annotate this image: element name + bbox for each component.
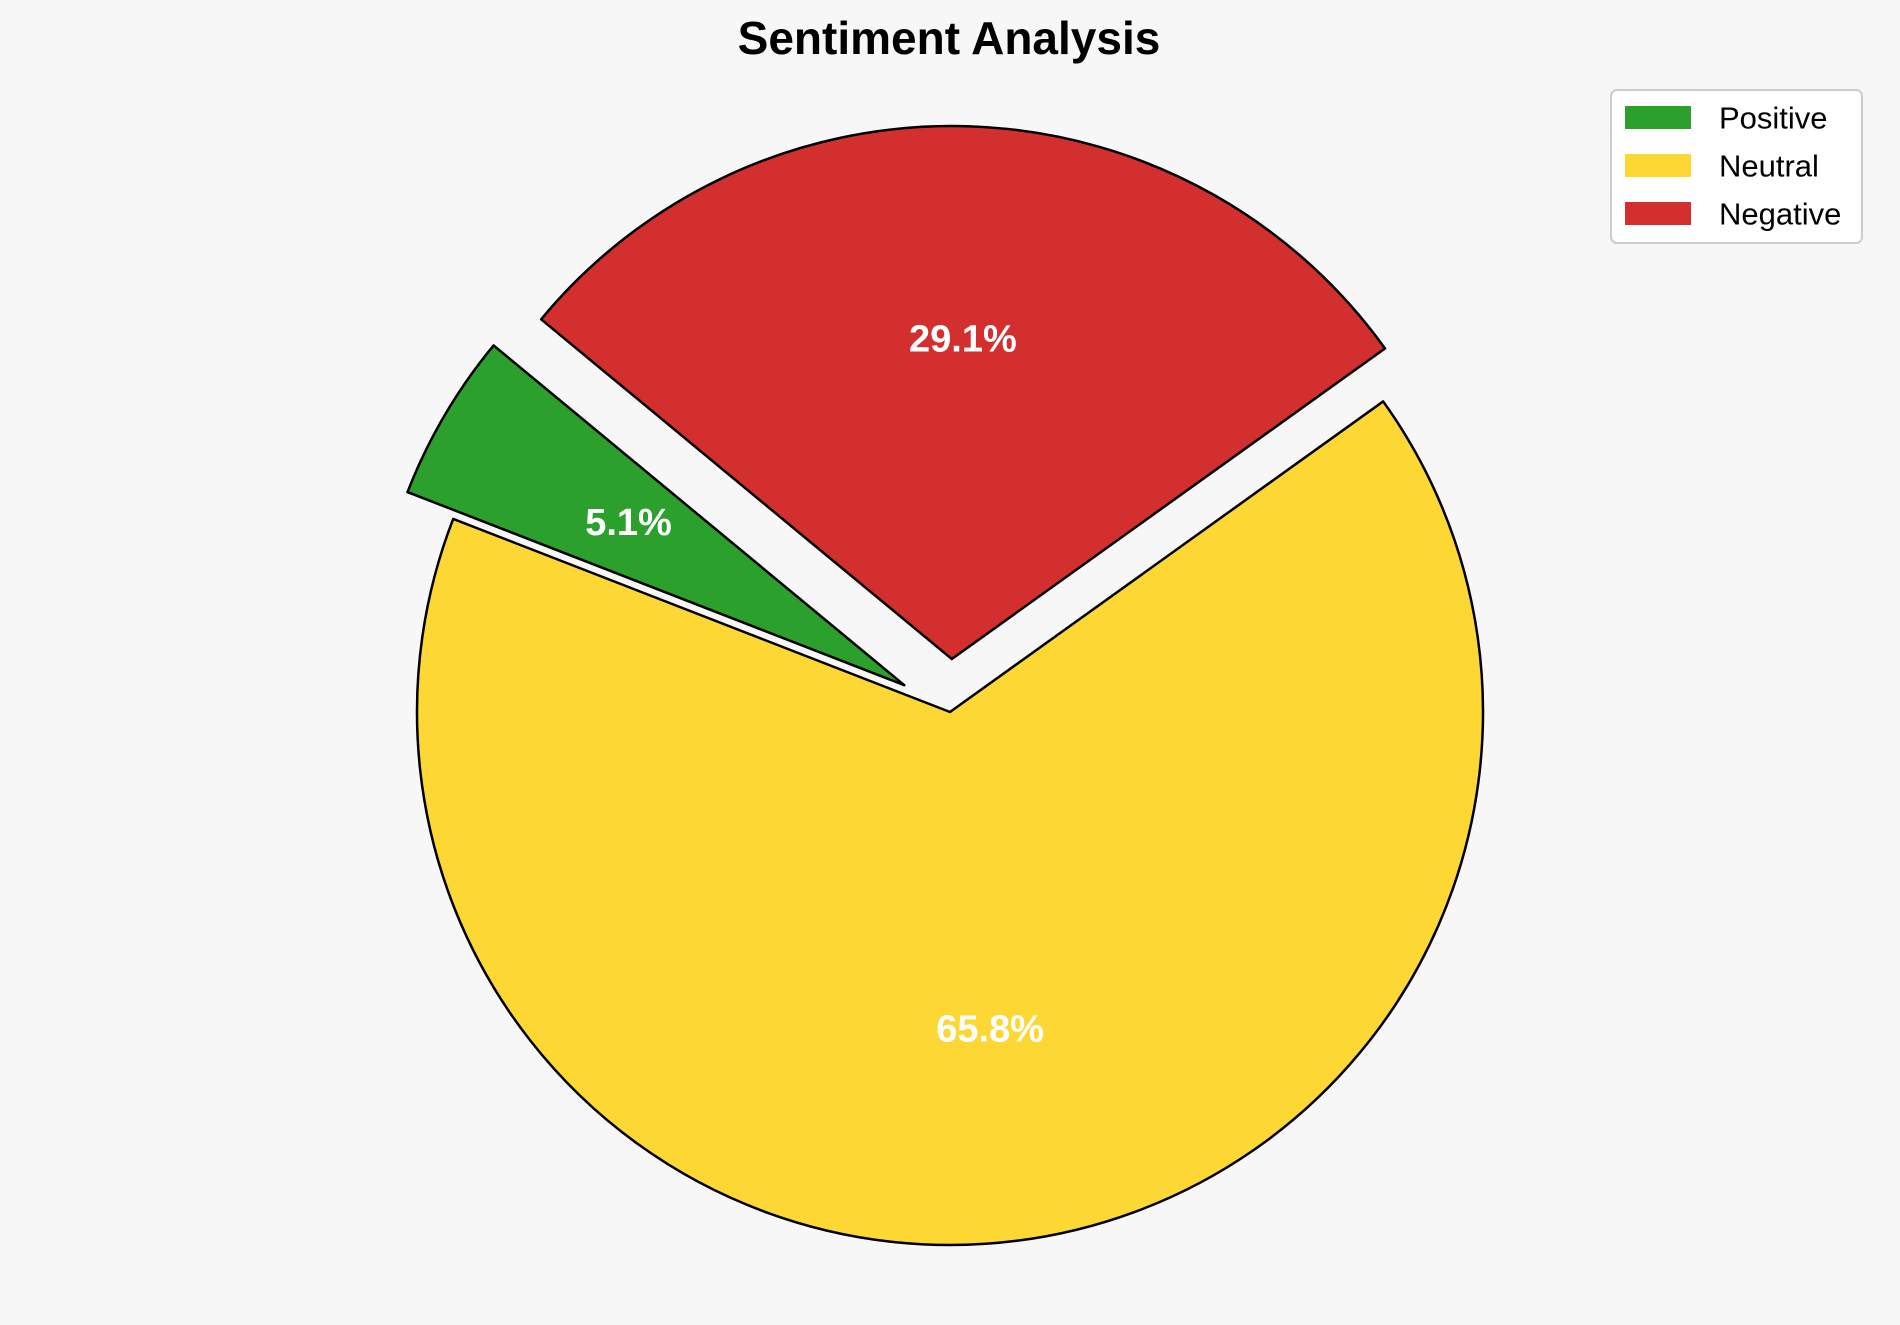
slice-label-positive: 5.1% [585, 502, 672, 544]
legend-label-negative: Negative [1719, 197, 1841, 232]
slice-label-neutral: 65.8% [936, 1008, 1044, 1050]
pie-slices [406, 124, 1485, 1247]
legend: Positive Neutral Negative [1610, 89, 1863, 244]
pie-value-labels: 5.1% 65.8% 29.1% [585, 318, 1044, 1050]
pie-slice-negative [539, 124, 1387, 661]
pie-slice-neutral [415, 400, 1485, 1247]
legend-swatch-positive [1625, 106, 1691, 129]
pie-slice-positive [406, 344, 906, 687]
chart-title: Sentiment Analysis [738, 12, 1161, 64]
slice-label-negative: 29.1% [909, 318, 1017, 360]
legend-swatch-neutral [1625, 154, 1691, 177]
legend-label-neutral: Neutral [1719, 149, 1819, 184]
legend-label-positive: Positive [1719, 101, 1828, 136]
legend-swatch-negative [1625, 202, 1691, 225]
